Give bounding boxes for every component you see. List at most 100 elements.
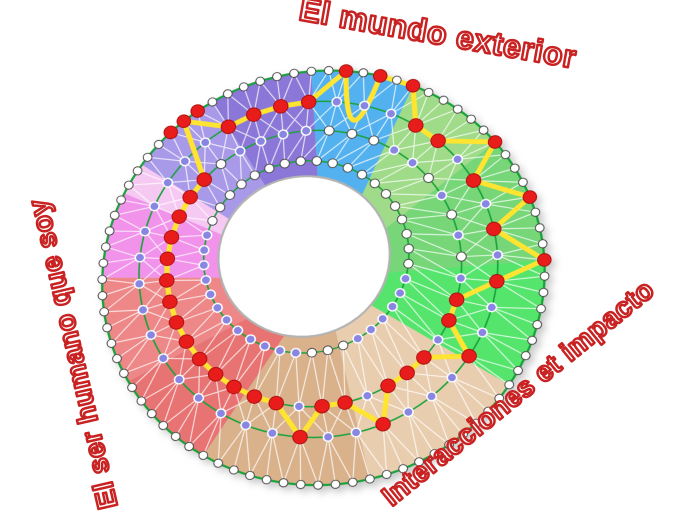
node-outer: [444, 439, 455, 450]
node-red-score: [163, 230, 180, 245]
node-outer: [398, 464, 408, 474]
node-ring2: [359, 100, 370, 111]
node-inner: [380, 189, 392, 199]
node-outer: [536, 304, 546, 314]
node-red-score: [314, 398, 330, 414]
node-red-score: [430, 133, 446, 149]
node-inner: [306, 347, 318, 358]
node-red-score: [408, 118, 424, 133]
node-outer: [153, 139, 164, 149]
node-outer: [534, 223, 545, 233]
node-inner: [403, 258, 414, 269]
node-inner: [221, 314, 233, 326]
node-outer: [313, 480, 323, 490]
node-ring2: [331, 96, 343, 107]
node-outer: [539, 271, 550, 281]
node-red-score: [337, 395, 353, 410]
node-red-score: [190, 104, 205, 118]
node-red-score: [300, 94, 317, 110]
node-ring3: [423, 172, 434, 183]
node-red-score: [441, 313, 457, 328]
node-ring3: [361, 390, 373, 401]
node-outer: [429, 449, 440, 459]
node-ring3: [452, 230, 464, 241]
node-ring3: [388, 144, 400, 156]
node-inner: [232, 325, 244, 336]
node-inner: [295, 156, 306, 167]
node-inner: [205, 289, 216, 300]
node-ring3: [300, 125, 312, 136]
node-outer: [438, 95, 449, 105]
node-outer: [184, 441, 194, 452]
node-red-score: [448, 292, 465, 307]
node-inner: [396, 214, 408, 225]
node-ring3: [432, 334, 444, 345]
node-red-score: [163, 125, 179, 140]
node-inner: [200, 275, 212, 286]
node-outer: [471, 418, 481, 428]
node-red-score: [162, 294, 178, 310]
node-ring2: [240, 420, 252, 431]
node-ring2: [145, 329, 157, 341]
node-red-score: [191, 351, 208, 367]
node-outer: [330, 479, 341, 489]
node-ring3: [277, 129, 289, 140]
node-inner: [224, 190, 236, 200]
label-el-mundo-exterior: El mundo exterior: [297, 0, 580, 75]
node-red-score: [487, 135, 503, 149]
node-inner: [401, 228, 412, 239]
node-ring3: [368, 135, 380, 146]
node-outer: [170, 431, 181, 442]
node-ring3: [293, 401, 305, 412]
node-red-score: [182, 189, 198, 205]
node-inner: [342, 163, 353, 173]
node-ring2: [179, 156, 191, 167]
node-ring3: [446, 209, 458, 220]
node-outer: [132, 166, 143, 176]
node-outer: [228, 465, 239, 475]
node-red-score: [522, 190, 538, 204]
node-outer: [272, 72, 282, 82]
node-outer: [347, 477, 358, 487]
node-inner: [322, 345, 334, 356]
node-outer: [238, 82, 249, 92]
node-red-score: [399, 365, 415, 381]
node-ring2: [426, 391, 437, 402]
node-ring3: [234, 146, 246, 157]
node-outer: [466, 114, 476, 124]
node-red-score: [171, 209, 187, 224]
node-red-score: [465, 173, 482, 188]
node-ring2: [173, 374, 185, 385]
node-inner: [279, 158, 290, 169]
node-inner: [338, 340, 349, 351]
node-outer: [198, 450, 209, 460]
node-inner: [365, 324, 377, 335]
node-ring2: [193, 392, 205, 404]
node-outer: [119, 368, 129, 378]
node-outer: [518, 177, 528, 187]
node-outer: [255, 76, 266, 86]
node-outer: [538, 287, 549, 298]
node-outer: [483, 406, 494, 416]
node-outer: [158, 420, 169, 431]
node-red-score: [246, 389, 263, 404]
node-outer: [213, 458, 224, 468]
node-outer: [295, 479, 306, 490]
node-inner: [207, 216, 218, 226]
node-outer: [364, 474, 375, 484]
node-outer: [520, 351, 531, 361]
node-ring2: [486, 302, 498, 313]
node-red-score: [375, 416, 391, 432]
node-outer: [391, 75, 402, 85]
node-inner: [236, 179, 247, 190]
node-ring3: [407, 157, 418, 168]
node-ring2: [476, 327, 488, 338]
node-red-score: [537, 253, 552, 267]
node-inner: [201, 230, 213, 241]
node-red-score: [220, 119, 237, 135]
node-red-score: [226, 379, 242, 395]
node-outer: [116, 195, 127, 205]
node-outer: [358, 68, 369, 78]
